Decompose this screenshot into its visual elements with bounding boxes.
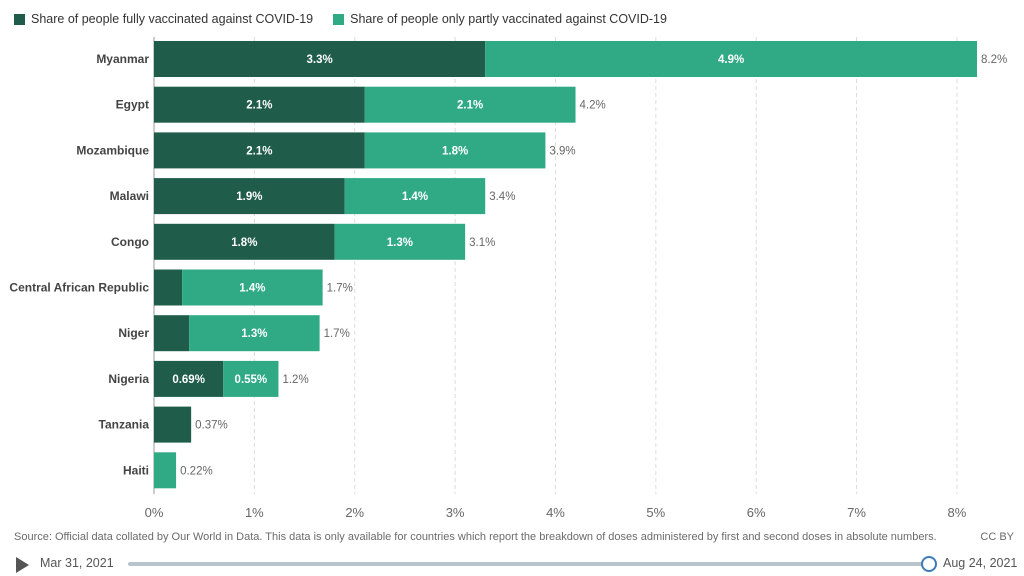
x-tick-label: 8% xyxy=(948,505,967,520)
total-value-label: 0.22% xyxy=(180,465,213,477)
x-tick-label: 1% xyxy=(245,505,264,520)
bar-partly-vaccinated[interactable] xyxy=(364,86,576,123)
bar-partly-vaccinated[interactable] xyxy=(364,132,546,169)
bar-partly-vaccinated[interactable] xyxy=(334,223,466,260)
timeline: Mar 31, 2021 Aug 24, 2021 xyxy=(0,552,1024,576)
country-label: Malawi xyxy=(110,189,149,203)
bar-value-label: 2.1% xyxy=(246,100,272,112)
bar-fully-vaccinated[interactable] xyxy=(154,86,365,123)
x-tick-label: 6% xyxy=(747,505,766,520)
bar-fully-vaccinated[interactable] xyxy=(154,360,224,397)
source-note: Source: Official data collated by Our Wo… xyxy=(14,531,937,543)
bar-fully-vaccinated[interactable] xyxy=(154,223,335,260)
legend: Share of people fully vaccinated against… xyxy=(14,12,667,26)
bar-partly-vaccinated[interactable] xyxy=(485,41,977,77)
bar-partly-vaccinated[interactable] xyxy=(154,452,177,489)
country-label: Niger xyxy=(118,326,149,340)
bar-fully-vaccinated[interactable] xyxy=(154,132,365,169)
bar-fully-vaccinated[interactable] xyxy=(154,269,183,306)
total-value-label: 1.7% xyxy=(327,283,353,295)
bar-partly-vaccinated[interactable] xyxy=(189,315,320,352)
bar-value-label: 0.55% xyxy=(235,374,268,386)
country-label: Tanzania xyxy=(99,418,150,432)
bar-value-label: 0.69% xyxy=(172,374,205,386)
total-value-label: 0.37% xyxy=(195,420,228,432)
total-value-label: 3.9% xyxy=(549,145,575,157)
total-value-label: 3.4% xyxy=(489,191,515,203)
total-value-label: 3.1% xyxy=(469,237,495,249)
total-value-label: 8.2% xyxy=(981,54,1007,66)
timeline-handle[interactable] xyxy=(921,556,937,572)
legend-item-fully-vaccinated[interactable]: Share of people fully vaccinated against… xyxy=(14,12,313,26)
legend-label-partial: Share of people only partly vaccinated a… xyxy=(350,12,667,26)
bar-partly-vaccinated[interactable] xyxy=(223,360,279,397)
legend-item-partly-vaccinated[interactable]: Share of people only partly vaccinated a… xyxy=(333,12,667,26)
bar-value-label: 1.3% xyxy=(241,328,267,340)
country-label: Haiti xyxy=(123,463,149,477)
bar-value-label: 1.4% xyxy=(239,283,265,295)
legend-label-full: Share of people fully vaccinated against… xyxy=(31,12,314,26)
bar-value-label: 1.8% xyxy=(442,145,468,157)
country-label: Mozambique xyxy=(76,143,149,157)
x-tick-label: 7% xyxy=(847,505,866,520)
bar-value-label: 1.9% xyxy=(236,191,262,203)
country-label: Nigeria xyxy=(108,372,149,386)
bar-value-label: 2.1% xyxy=(457,100,483,112)
timeline-track[interactable] xyxy=(128,562,928,566)
x-tick-label: 5% xyxy=(646,505,665,520)
x-tick-label: 4% xyxy=(546,505,565,520)
bar-value-label: 2.1% xyxy=(246,145,272,157)
bar-value-label: 1.3% xyxy=(387,237,413,249)
bar-value-label: 1.4% xyxy=(402,191,428,203)
bar-fully-vaccinated[interactable] xyxy=(154,315,190,352)
bar-fully-vaccinated[interactable] xyxy=(154,178,345,215)
x-tick-label: 2% xyxy=(345,505,364,520)
stacked-bar-chart: 0% 1% 2% 3% 4% 5% 6% 7% 8% Myanmar 3.3% 4.9% 8.2% Egy… xyxy=(9,37,1007,520)
total-value-label: 4.2% xyxy=(580,100,606,112)
timeline-start-date[interactable]: Mar 31, 2021 xyxy=(40,556,114,570)
legend-swatch-partial xyxy=(333,13,345,25)
bar-value-label: 1.8% xyxy=(231,237,257,249)
bar-value-label: 4.9% xyxy=(718,54,744,66)
bar-fully-vaccinated[interactable] xyxy=(154,406,192,443)
bar-fully-vaccinated[interactable] xyxy=(154,41,486,77)
total-value-label: 1.2% xyxy=(282,374,308,386)
country-label: Egypt xyxy=(116,98,149,112)
x-tick-label: 3% xyxy=(446,505,465,520)
country-label: Myanmar xyxy=(96,52,149,66)
bar-partly-vaccinated[interactable] xyxy=(344,178,486,215)
country-label: Central African Republic xyxy=(9,281,149,295)
timeline-end-date[interactable]: Aug 24, 2021 xyxy=(943,556,1018,570)
legend-swatch-full xyxy=(14,13,25,25)
x-tick-label: 0% xyxy=(145,505,164,520)
bar-value-label: 3.3% xyxy=(306,54,332,66)
play-icon[interactable] xyxy=(16,557,29,573)
country-label: Congo xyxy=(111,235,149,249)
bar-partly-vaccinated[interactable] xyxy=(182,269,323,306)
license-link[interactable]: CC BY xyxy=(980,531,1014,543)
total-value-label: 1.7% xyxy=(324,328,350,340)
